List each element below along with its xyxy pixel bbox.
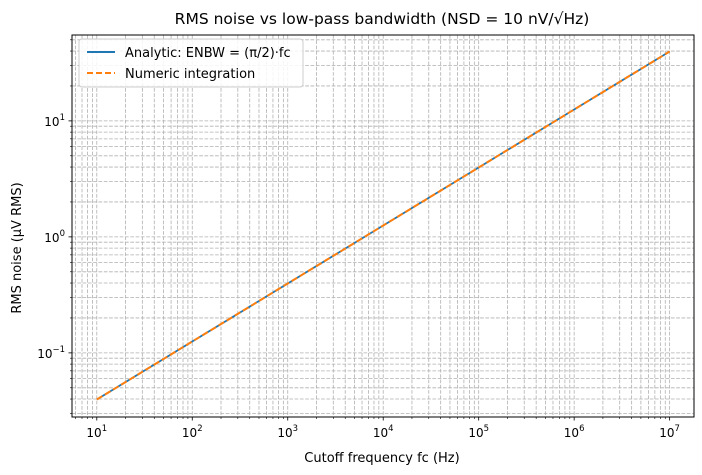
y-tick-label: 101 <box>44 113 65 129</box>
series-line-numeric <box>96 50 671 401</box>
y-tick-label: 10−1 <box>37 345 65 361</box>
x-tick-label: 102 <box>182 424 203 440</box>
x-tick-label: 103 <box>277 424 298 440</box>
x-axis-label: Cutoff frequency fc (Hz) <box>304 451 459 466</box>
legend: Analytic: ENBW = (π/2)·fc Numeric integr… <box>78 38 304 88</box>
series-group <box>96 50 671 401</box>
chart-title: RMS noise vs low-pass bandwidth (NSD = 1… <box>175 10 590 28</box>
legend-label-numeric: Numeric integration <box>125 67 255 82</box>
x-tick-label: 105 <box>468 424 489 440</box>
legend-box <box>78 38 304 88</box>
x-tick-label: 107 <box>659 424 680 440</box>
x-tick-label: 104 <box>373 424 394 440</box>
axis-ticks: 101 102 103 104 105 106 107 10−1 100 101 <box>37 39 680 440</box>
legend-label-analytic: Analytic: ENBW = (π/2)·fc <box>125 46 291 61</box>
y-axis-label: RMS noise (μV RMS) <box>10 182 25 313</box>
x-tick-label: 101 <box>86 424 107 440</box>
y-tick-label: 100 <box>44 229 65 245</box>
x-tick-label: 106 <box>564 424 585 440</box>
grid <box>72 35 694 417</box>
